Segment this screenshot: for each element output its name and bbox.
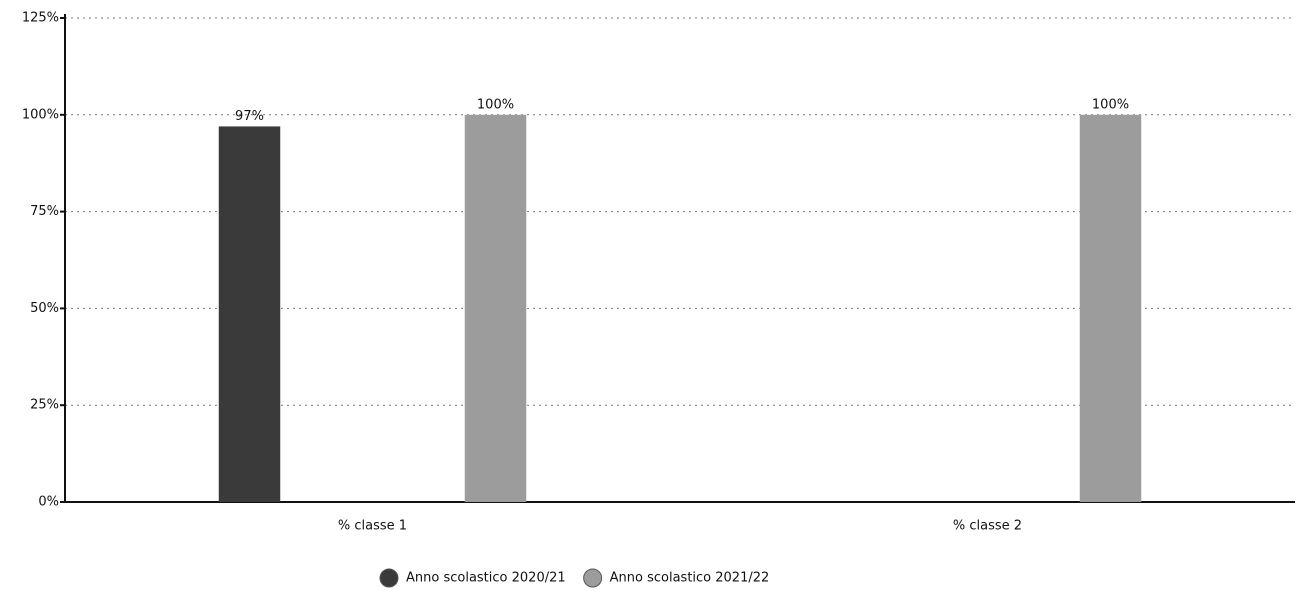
bar: [218, 126, 281, 502]
y-tick-label: 50%: [30, 301, 59, 316]
value-label: 97%: [235, 109, 264, 124]
bar: [464, 114, 527, 503]
bar: [1079, 114, 1142, 503]
value-label: 100%: [477, 97, 514, 112]
legend-label: Anno scolastico 2021/22: [610, 571, 770, 586]
legend-swatch: [583, 568, 603, 588]
value-label: 100%: [1092, 97, 1129, 112]
x-tick-label: % classe 1: [338, 519, 407, 534]
y-tick-label: 75%: [30, 204, 59, 219]
x-tick-label: % classe 2: [953, 519, 1022, 534]
legend-label: Anno scolastico 2020/21: [406, 571, 566, 586]
y-tick-label: 100%: [22, 107, 59, 122]
legend-swatch: [379, 568, 399, 588]
y-tick-label: 125%: [22, 11, 59, 26]
y-tick-label: 25%: [30, 398, 59, 413]
y-tick-label: 0%: [38, 495, 59, 510]
